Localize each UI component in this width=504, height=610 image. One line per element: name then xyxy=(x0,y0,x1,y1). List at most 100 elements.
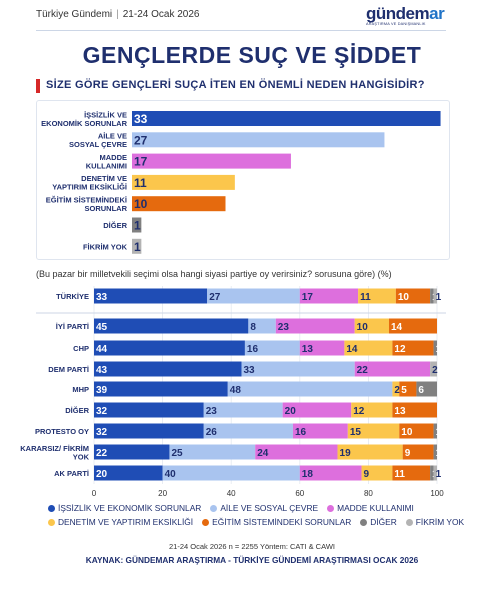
party-label: YOK xyxy=(73,452,90,461)
segment-bar xyxy=(361,465,393,481)
segment-bar xyxy=(94,361,242,377)
segment-value-label: 33 xyxy=(96,292,108,303)
legend-swatch xyxy=(48,504,55,512)
segment-bar xyxy=(433,340,437,356)
party-label: PROTESTO OY xyxy=(35,427,89,436)
reason-bar xyxy=(132,174,235,190)
segment-bar xyxy=(392,381,400,397)
legend-label: FİKRİM YOK xyxy=(415,517,465,527)
party-label: DİĞER xyxy=(65,406,89,415)
segment-value-label: 5 xyxy=(401,385,407,396)
segment-value-label: 22 xyxy=(96,448,108,459)
segment-bar xyxy=(433,444,437,460)
segment-value-label: 16 xyxy=(295,427,307,438)
segment-bar xyxy=(402,444,434,460)
segment-bar xyxy=(94,465,163,481)
x-tick-label: 80 xyxy=(364,489,373,498)
segment-bar xyxy=(94,318,249,334)
segment-value-label: 23 xyxy=(206,406,218,417)
legend-item: AİLE VE SOSYAL ÇEVRE xyxy=(210,503,318,513)
reason-bar xyxy=(132,153,291,169)
segment-value-label: 23 xyxy=(278,322,290,333)
segment-value-label: 10 xyxy=(401,427,413,438)
segment-value-label: 1 xyxy=(436,344,442,355)
segment-bar xyxy=(207,288,300,304)
segment-bar xyxy=(358,288,396,304)
reason-label: İŞSİZLİK VE xyxy=(84,110,127,119)
source-label: Türkiye Gündemi xyxy=(36,9,113,20)
party-label: CHP xyxy=(73,344,89,353)
segment-bar xyxy=(227,381,393,397)
segment-value-label: 13 xyxy=(394,406,406,417)
reason-label: AİLE VE xyxy=(98,132,127,141)
brand-tagline: ARAŞTIRMA VE DANIŞMANLIK xyxy=(366,22,426,26)
legend-item: DENETİM VE YAPTIRIM EKSİKLİĞİ xyxy=(48,517,193,527)
segment-value-label: 15 xyxy=(350,427,362,438)
header-date: 21-24 Ocak 2026 xyxy=(122,9,200,20)
reason-value-label: 10 xyxy=(134,197,148,211)
legend-item: DİĞER xyxy=(360,517,397,527)
reason-value-label: 17 xyxy=(134,155,148,169)
segment-bar xyxy=(395,288,431,304)
legend-item: İŞSİZLİK VE EKONOMİK SORUNLAR xyxy=(48,503,201,513)
segment-bar xyxy=(299,465,362,481)
segment-bar xyxy=(299,288,359,304)
reason-value-label: 1 xyxy=(134,240,141,254)
segment-value-label: 48 xyxy=(230,385,242,396)
party-label: MHP xyxy=(72,385,89,394)
segment-bar xyxy=(354,318,389,334)
segment-value-label: 32 xyxy=(96,406,108,417)
segment-bar xyxy=(203,423,293,439)
segment-bar xyxy=(337,444,403,460)
segment-bar xyxy=(430,361,437,377)
reason-label: DENETİM VE xyxy=(81,174,127,183)
segment-value-label: 1 xyxy=(436,469,442,480)
party-label: DEM PARTİ xyxy=(48,365,89,374)
segment-value-label: 44 xyxy=(96,344,108,355)
segment-value-label: 27 xyxy=(209,292,221,303)
segment-value-label: 12 xyxy=(394,344,406,355)
party-breakdown-chart: 020406080100TÜRKİYE332717111011İYİ PARTİ… xyxy=(20,286,446,498)
segment-bar xyxy=(94,402,204,418)
header-divider xyxy=(36,30,446,31)
overall-chart-frame xyxy=(36,100,450,260)
segment-bar xyxy=(433,288,437,304)
party-label: KARARSIZ/ FİKRİM xyxy=(20,444,89,453)
segment-bar xyxy=(344,340,393,356)
segment-bar xyxy=(433,465,437,481)
source-line: KAYNAK: GÜNDEMAR ARAŞTIRMA - TÜRKİYE GÜN… xyxy=(85,555,419,565)
segment-value-label: 32 xyxy=(96,427,108,438)
segment-value-label: 1 xyxy=(436,448,442,459)
segment-bar xyxy=(416,381,437,397)
segment-bar xyxy=(392,465,431,481)
segment-bar xyxy=(299,340,345,356)
segment-value-label: 9 xyxy=(405,448,411,459)
legend-label: DENETİM VE YAPTIRIM EKSİKLİĞİ xyxy=(58,517,194,527)
brand-logo: gündemar ARAŞTIRMA VE DANIŞMANLIK xyxy=(366,4,456,26)
legend-swatch xyxy=(48,518,55,526)
legend-label: DİĞER xyxy=(370,517,397,527)
legend-label: AİLE VE SOSYAL ÇEVRE xyxy=(220,503,319,513)
reason-label: EĞİTİM SİSTEMİNDEKİ xyxy=(46,195,127,204)
segment-bar xyxy=(430,288,434,304)
segment-bar xyxy=(399,381,417,397)
header: Türkiye Gündemi | 21-24 Ocak 2026 gündemar… xyxy=(0,0,504,30)
legend-label: İŞSİZLİK VE EKONOMİK SORUNLAR xyxy=(58,503,202,513)
segment-value-label: 6 xyxy=(418,385,424,396)
legend: İŞSİZLİK VE EKONOMİK SORUNLAR AİLE VE SOS… xyxy=(48,503,468,531)
segment-bar xyxy=(282,402,352,418)
segment-bar xyxy=(347,423,400,439)
legend-item: EĞİTİM SİSTEMİNDEKİ SORUNLAR xyxy=(202,517,351,527)
segment-value-label: 40 xyxy=(165,469,177,480)
segment-bar xyxy=(354,361,431,377)
segment-value-label: 9 xyxy=(364,469,370,480)
segment-bar xyxy=(248,318,276,334)
segment-value-label: 11 xyxy=(360,292,371,303)
segment-value-label: 39 xyxy=(96,385,108,396)
segment-value-label: 19 xyxy=(340,448,352,459)
segment-value-label: 18 xyxy=(302,469,314,480)
x-tick-label: 40 xyxy=(227,489,236,498)
reason-bar xyxy=(132,132,385,148)
reason-bar xyxy=(132,111,441,126)
party-label: AK PARTİ xyxy=(54,469,89,478)
